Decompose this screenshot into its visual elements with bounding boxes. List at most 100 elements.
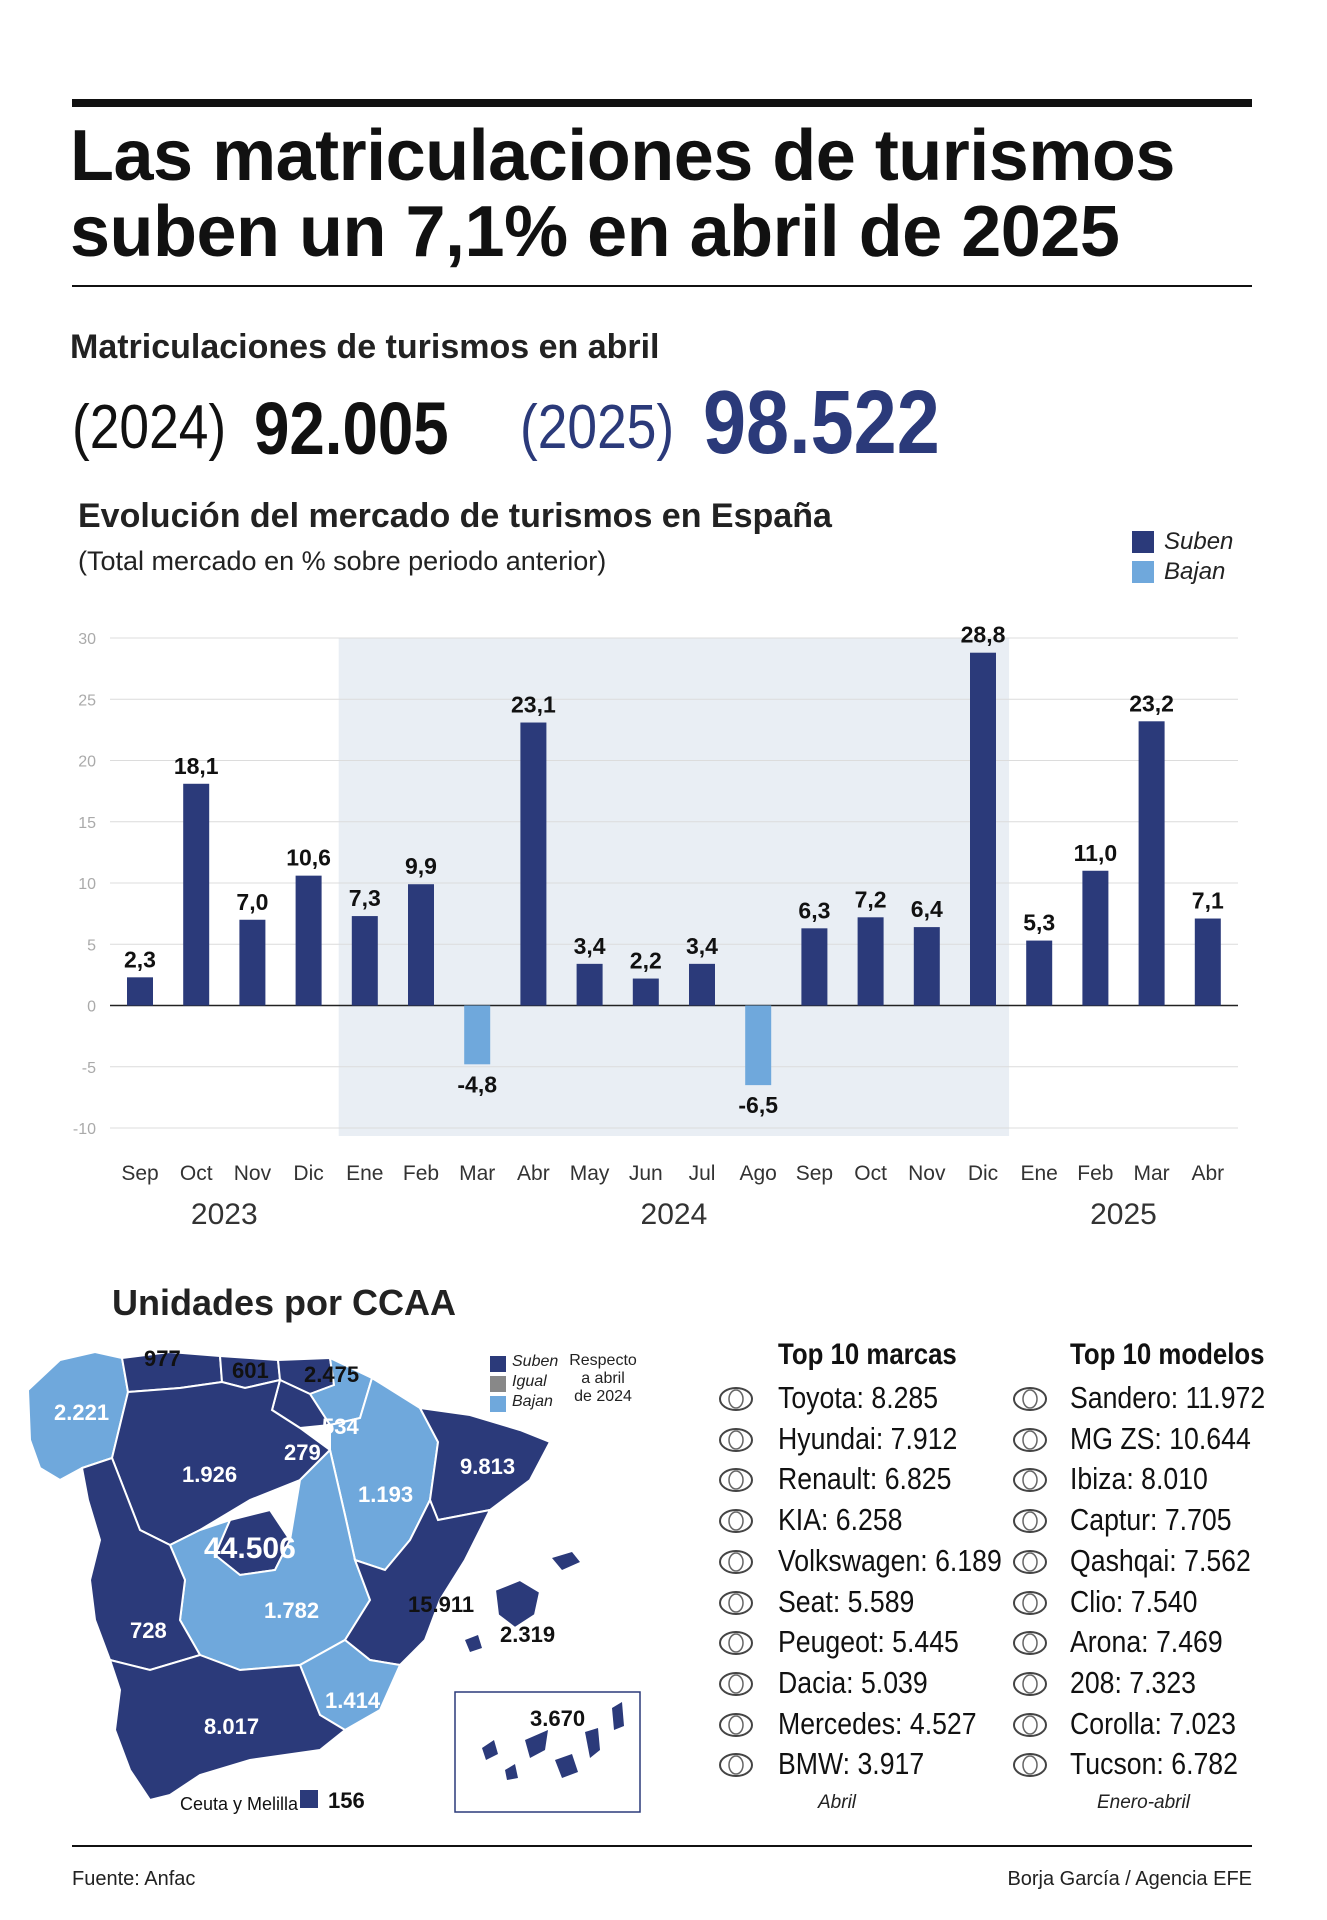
seat-logo-icon (716, 1588, 756, 1618)
footer-rule (72, 1845, 1252, 1847)
kia-logo-icon (716, 1506, 756, 1536)
bar-value-label: 18,1 (174, 753, 219, 779)
y-tick-label: 5 (87, 937, 96, 954)
ccaa-value-aragon: 1.193 (358, 1482, 414, 1507)
x-tick-label: Oct (180, 1162, 213, 1185)
x-tick-label: Feb (403, 1162, 439, 1185)
chart-bar (801, 928, 828, 1006)
bar-value-label: 7,3 (349, 885, 381, 911)
hyundai-logo-icon (716, 1425, 756, 1455)
map-legend-swatch-igual (490, 1376, 506, 1392)
bar-value-label: 6,4 (911, 896, 943, 922)
bar-value-label: 9,9 (405, 853, 437, 879)
bar-value-label: 5,3 (1023, 910, 1055, 936)
ccaa-value-murcia: 1.414 (325, 1688, 381, 1713)
x-tick-label: May (570, 1162, 610, 1185)
hyundai-logo-icon (1010, 1750, 1050, 1780)
ccaa-value-la-rioja: 279 (284, 1440, 321, 1465)
map-legend-label-bajan: Bajan (512, 1393, 553, 1410)
top-rule (72, 99, 1252, 107)
chart-highlight-band (338, 638, 1010, 1136)
y-tick-label: 10 (78, 876, 96, 893)
top-model-item: Qashqai: 7.562 (1070, 1542, 1251, 1578)
top-brands-title: Top 10 marcas (778, 1338, 957, 1371)
bar-value-label: 6,3 (798, 897, 830, 923)
top-models-foot: Enero-abril (1097, 1792, 1190, 1813)
ccaa-value-castilla-leon: 1.926 (182, 1462, 238, 1487)
region-andalucia (108, 1653, 347, 1802)
y-tick-label: 30 (78, 631, 96, 648)
top-brand-item: Volkswagen: 6.189 (778, 1542, 1002, 1578)
ccaa-value-madrid: 44.506 (204, 1532, 296, 1565)
x-tick-label: Sep (121, 1162, 158, 1185)
toyota-logo-icon (716, 1384, 756, 1414)
chart-bar (520, 722, 547, 1006)
bar-value-label: 7,0 (236, 889, 268, 915)
renault-logo-icon (716, 1465, 756, 1495)
ccaa-value-andalucia: 8.017 (204, 1714, 260, 1739)
map-legend-swatch-bajan (490, 1396, 506, 1412)
chart-bar (1026, 940, 1053, 1006)
ccaa-value-navarra: 534 (322, 1414, 359, 1439)
ccaa-value-baleares: 2.319 (500, 1622, 556, 1647)
x-tick-label: Jun (629, 1162, 663, 1185)
top-brand-item: Peugeot: 5.445 (778, 1624, 959, 1660)
bar-value-label: 23,1 (511, 692, 556, 718)
top-model-item: 208: 7.323 (1070, 1664, 1197, 1700)
bar-value-label: 2,3 (124, 946, 156, 972)
x-tick-label: Mar (459, 1162, 495, 1185)
y-tick-label: 0 (87, 999, 96, 1016)
y-tick-label: -10 (73, 1121, 96, 1138)
summary-year-2025: (2025) (520, 393, 675, 462)
bar-value-label: 23,2 (1129, 690, 1174, 716)
chart-subtitle: (Total mercado en % sobre periodo anteri… (78, 546, 607, 576)
x-tick-label: Nov (234, 1162, 272, 1185)
chart-bar (239, 919, 266, 1006)
top-brand-item: Dacia: 5.039 (778, 1664, 928, 1700)
x-tick-label: Feb (1077, 1162, 1113, 1185)
legend-label-bajan: Bajan (1164, 558, 1226, 585)
top-brand-item: Renault: 6.825 (778, 1461, 952, 1497)
summary-year-2024: (2024) (72, 393, 227, 462)
ceuta-melilla-label: Ceuta y Melilla (180, 1794, 299, 1814)
peugeot-logo-icon (1010, 1669, 1050, 1699)
y-tick-label: 20 (78, 754, 96, 771)
chart-bar (183, 783, 210, 1006)
ccaa-value-canarias: 3.670 (530, 1706, 586, 1731)
year-label: 2024 (641, 1198, 708, 1231)
bar-chart: 30 25 20 15 10 5 0 -5 -10 2,3 18,1 7,0 10,6 7,3 9,9 -4… (73, 622, 1238, 1231)
region-baleares (493, 1578, 542, 1630)
top-brand-item: Mercedes: 4.527 (778, 1705, 977, 1741)
x-tick-label: Jul (689, 1162, 716, 1185)
chart-bar (295, 875, 322, 1006)
seat-logo-icon (1010, 1465, 1050, 1495)
top-brand-item: Toyota: 8.285 (778, 1380, 939, 1415)
chart-bar (1138, 721, 1165, 1006)
ccaa-value-galicia: 2.221 (54, 1400, 110, 1425)
volkswagen-logo-icon (716, 1547, 756, 1577)
chart-bar (745, 1005, 772, 1086)
y-tick-label: -5 (82, 1060, 96, 1077)
y-tick-label: 25 (78, 692, 96, 709)
chart-bar (127, 977, 153, 1006)
top-model-item: MG ZS: 10.644 (1070, 1420, 1251, 1456)
footer-credit: Borja García / Agencia EFE (1007, 1868, 1252, 1890)
chart-bar (1082, 870, 1109, 1006)
top-brand-item: BMW: 3.917 (778, 1746, 925, 1782)
map-legend-swatch-suben (490, 1356, 506, 1372)
ccaa-value-castilla-la-mancha: 1.782 (264, 1598, 320, 1623)
top-model-item: Corolla: 7.023 (1070, 1705, 1236, 1741)
region-baleares-menorca (552, 1552, 580, 1570)
legend-label-suben: Suben (1164, 528, 1234, 555)
region-canarias-island-6 (612, 1702, 624, 1730)
year-label: 2025 (1090, 1198, 1157, 1231)
ccaa-value-asturias: 977 (144, 1346, 181, 1371)
bar-value-label: -4,8 (457, 1071, 497, 1097)
top-model-item: Sandero: 11.972 (1070, 1380, 1266, 1415)
ceuta-melilla-swatch (300, 1790, 318, 1808)
map-legend-label-suben: Suben (512, 1353, 559, 1370)
dacia-logo-icon (1010, 1384, 1050, 1414)
chart-bar (913, 927, 940, 1006)
summary-value-2024: 92.005 (254, 387, 449, 470)
top-model-item: Clio: 7.540 (1070, 1583, 1198, 1619)
